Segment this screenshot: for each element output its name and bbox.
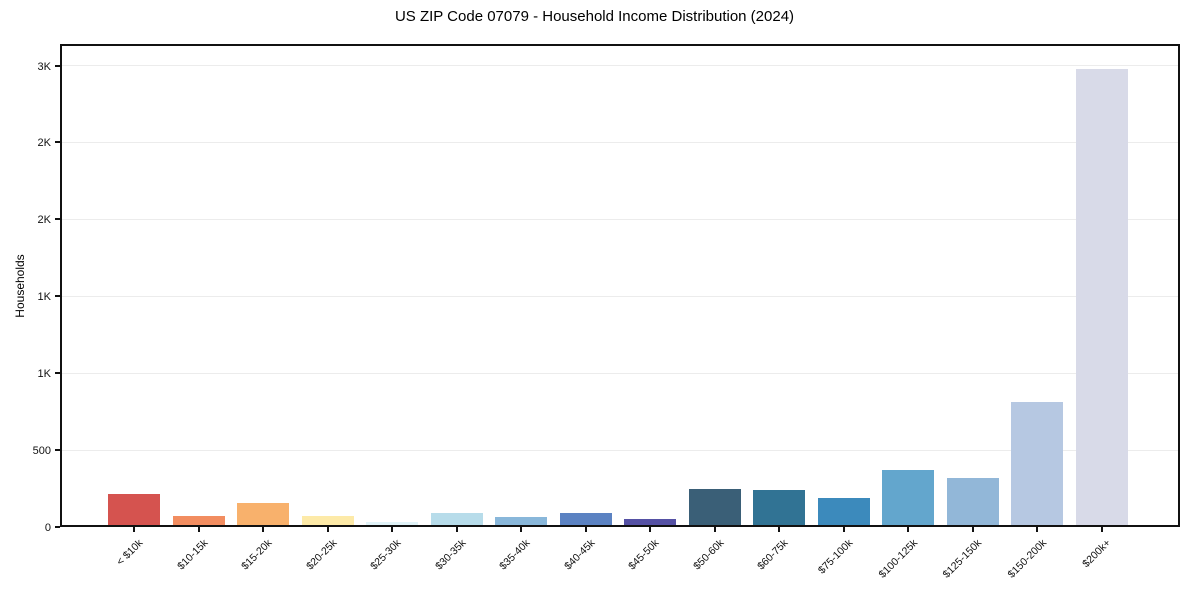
bar-2 <box>172 516 225 527</box>
x-tick-mark <box>326 527 329 532</box>
bar-13 <box>882 470 935 527</box>
y-tick-label: 2K <box>37 137 51 150</box>
x-tick-mark <box>1101 527 1103 532</box>
left-spine <box>60 44 62 527</box>
x-tick-label: $150-200k <box>1005 537 1049 581</box>
y-tick-label: 1K <box>37 291 51 304</box>
y-tick-mark <box>55 372 60 375</box>
x-tick-mark <box>907 527 910 532</box>
bar-15 <box>1011 401 1064 527</box>
x-tick-mark <box>197 527 200 532</box>
x-tick-label: $100-125k <box>876 537 920 581</box>
bar-3 <box>237 503 290 527</box>
x-tick-mark <box>971 527 974 532</box>
x-tick-mark <box>778 527 781 532</box>
x-tick-label: $75-100k <box>815 537 856 577</box>
x-tick-label: $45-50k <box>626 537 662 573</box>
y-axis-title: Households <box>13 254 27 318</box>
bar-12 <box>817 497 870 527</box>
x-tick-label: $10-15k <box>174 537 211 573</box>
top-spine <box>60 44 1180 46</box>
x-tick-mark <box>391 527 394 532</box>
bar-14 <box>946 477 999 527</box>
x-axis-line <box>60 525 1180 527</box>
y-tick-label: 2K <box>37 214 51 227</box>
bar-9 <box>624 519 677 527</box>
x-tick-label: $15-20k <box>239 537 275 573</box>
right-spine <box>1178 44 1180 527</box>
x-tick-mark <box>455 527 458 532</box>
y-tick-mark <box>55 449 60 452</box>
bar-1 <box>108 493 160 527</box>
x-tick-label: $60-75k <box>755 537 791 573</box>
y-tick-mark <box>55 526 60 528</box>
y-tick-label: 0 <box>44 522 51 534</box>
x-tick-mark <box>649 527 652 532</box>
x-tick-mark <box>520 527 523 532</box>
y-tick-label: 500 <box>32 445 51 458</box>
y-tick-mark <box>55 64 60 67</box>
bar-16 <box>1076 68 1128 527</box>
bar-11 <box>753 490 806 527</box>
x-tick-mark <box>713 527 716 532</box>
x-tick-mark <box>1036 527 1039 532</box>
x-tick-label: $200k+ <box>1080 537 1114 571</box>
x-tick-label: < $10k <box>114 537 146 568</box>
bar-4 <box>301 516 354 527</box>
y-tick-label: 1K <box>37 368 51 381</box>
x-tick-label: $35-40k <box>497 537 533 573</box>
gridline <box>60 141 1180 143</box>
bar-8 <box>559 513 612 527</box>
y-tick-label: 3K <box>37 60 51 73</box>
x-tick-label: $20-25k <box>303 537 340 573</box>
gridline <box>60 295 1180 297</box>
x-tick-mark <box>584 527 587 532</box>
x-tick-label: $50-60k <box>690 537 727 573</box>
gridline <box>60 218 1180 220</box>
y-tick-mark <box>55 141 60 144</box>
x-tick-mark <box>133 527 135 532</box>
gridline <box>60 65 1180 67</box>
bar-7 <box>495 517 548 527</box>
plot-area: 0 500 1K 1K 2K 2K 3K < $10k $10-15k $15-20k $20-25… <box>33 44 1180 581</box>
x-tick-label: $125-150k <box>940 537 985 581</box>
x-tick-mark <box>262 527 265 532</box>
bar-6 <box>430 513 483 527</box>
gridline <box>60 372 1180 374</box>
bar-5 <box>366 522 419 527</box>
x-tick-label: $25-30k <box>368 537 404 573</box>
x-tick-label: $40-45k <box>561 537 598 573</box>
chart-title: US ZIP Code 07079 - Household Income Dis… <box>394 8 795 25</box>
bar-10 <box>688 488 741 527</box>
x-tick-label: $30-35k <box>432 537 469 573</box>
gridline <box>60 449 1180 451</box>
x-tick-mark <box>842 527 845 532</box>
y-tick-mark <box>55 218 60 221</box>
y-tick-mark <box>55 295 60 298</box>
